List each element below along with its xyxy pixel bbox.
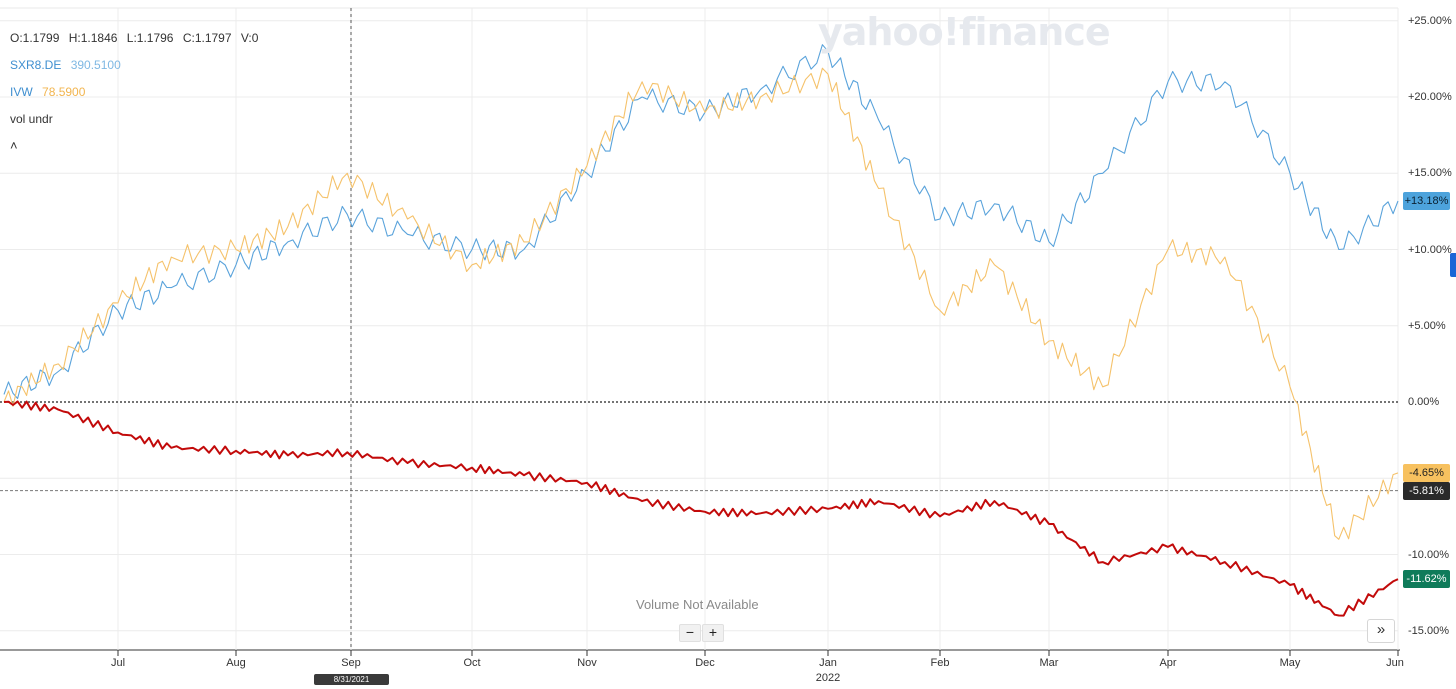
y-tick-label: -15.00% [1408,624,1449,637]
x-tick-label: Jul [110,657,126,669]
double-chevron-right-icon: » [1376,621,1386,638]
ohlc-high: H:1.1846 [68,31,118,45]
y-tick-label: +15.00% [1408,167,1452,180]
legend-item-vol[interactable]: vol undr [10,109,264,136]
legend-item-ivw[interactable]: IVW 78.5900 [10,82,264,109]
value-tag: -11.62% [1403,570,1450,589]
legend-value: 390.5100 [70,58,121,72]
yahoo-finance-watermark: yahoo!finance [818,10,1111,54]
x-tick-label: Oct [463,657,481,669]
ohlc-open: O:1.1799 [10,31,60,45]
legend-symbol: SXR8.DE [10,58,62,72]
y-tick-label: 0.00% [1408,396,1440,408]
value-tag: +13.18% [1403,192,1450,210]
legend-symbol: vol undr [10,112,53,126]
value-tag: -4.65% [1403,463,1450,482]
year-label: 2022 [815,672,841,684]
x-tick-label: Apr [1159,657,1177,669]
x-tick-label: Aug [226,657,246,669]
x-tick-label: Nov [577,657,597,669]
y-tick-label: +5.00% [1408,319,1446,332]
series-line-spread [3,400,1399,617]
x-tick-label: Sep [341,657,361,669]
legend-value: 78.5900 [42,85,86,99]
ohlc-close: C:1.1797 [182,31,232,45]
crosshair-date-label: 8/31/2021 [314,674,389,685]
x-tick-label: Mar [1039,657,1059,669]
chart-legend: O:1.1799 H:1.1846 L:1.1796 C:1.1797 V:0 … [10,28,264,163]
x-tick-label: Jun [1386,657,1404,669]
value-tag: -5.81% [1403,481,1450,500]
ohlc-low: L:1.1796 [126,31,174,45]
x-tick-label: Dec [695,657,715,669]
x-tick-label: May [1279,657,1301,669]
y-tick-label: +25.00% [1408,14,1452,27]
scroll-marker[interactable] [1450,253,1456,277]
x-tick-label: Jan [819,657,837,669]
zoom-in-button[interactable]: + [702,624,724,642]
chevron-up-icon: ˄ [10,138,18,153]
legend-collapse-button[interactable]: ˄ [10,136,264,163]
zoom-out-button[interactable]: − [679,624,701,642]
y-tick-label: +20.00% [1408,91,1452,103]
legend-item-sxr8[interactable]: SXR8.DE 390.5100 [10,55,264,82]
legend-symbol: IVW [10,85,33,99]
y-tick-label: -10.00% [1408,548,1449,561]
expand-panel-button[interactable]: » [1367,619,1395,643]
ohlc-readout: O:1.1799 H:1.1846 L:1.1796 C:1.1797 V:0 [10,28,264,55]
volume-not-available: Volume Not Available [636,597,759,612]
ohlc-volume: V:0 [240,31,259,45]
x-tick-label: Feb [930,657,950,669]
series-line-ivw [3,67,1399,540]
y-tick-label: +10.00% [1408,243,1452,256]
